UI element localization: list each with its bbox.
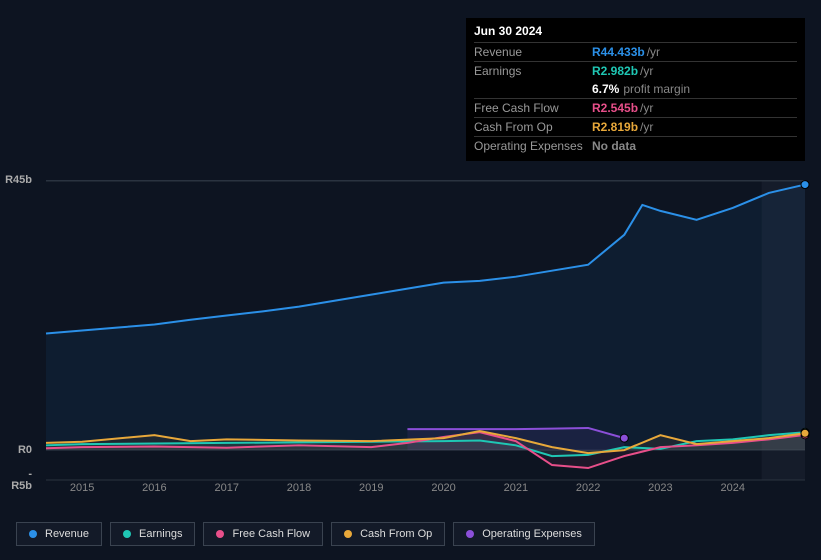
x-axis-tick: 2024 (720, 482, 744, 494)
tooltip-row-label: Free Cash Flow (474, 101, 592, 115)
legend-item[interactable]: Revenue (16, 522, 102, 546)
x-axis-tick: 2016 (142, 482, 166, 494)
x-axis-tick: 2022 (576, 482, 600, 494)
x-axis-tick: 2018 (287, 482, 311, 494)
legend-dot-icon (123, 530, 131, 538)
legend-dot-icon (216, 530, 224, 538)
financials-chart: R45bR0-R5b 20152016201720182019202020212… (16, 150, 805, 500)
legend-label: Free Cash Flow (232, 528, 310, 540)
tooltip-row: Cash From OpR2.819b/yr (474, 117, 797, 136)
tooltip-row: EarningsR2.982b/yr (474, 61, 797, 80)
y-axis-tick: -R5b (11, 468, 32, 492)
x-axis-tick: 2017 (214, 482, 238, 494)
tooltip-row-value: R44.433b (592, 45, 645, 59)
chart-legend: Revenue Earnings Free Cash Flow Cash From O… (16, 522, 595, 546)
legend-label: Revenue (45, 528, 89, 540)
legend-item[interactable]: Free Cash Flow (203, 522, 323, 546)
x-axis-tick: 2021 (504, 482, 528, 494)
tooltip-row: RevenueR44.433b/yr (474, 42, 797, 61)
legend-dot-icon (466, 530, 474, 538)
legend-item[interactable]: Earnings (110, 522, 195, 546)
legend-label: Earnings (139, 528, 182, 540)
tooltip-row-unit: /yr (640, 101, 653, 115)
tooltip-row: Free Cash FlowR2.545b/yr (474, 98, 797, 117)
tooltip-row-value: R2.982b (592, 64, 638, 78)
legend-dot-icon (29, 530, 37, 538)
tooltip-row-unit: /yr (640, 120, 653, 134)
tooltip-subrow: 6.7%profit margin (474, 80, 797, 98)
y-axis-tick: R0 (18, 444, 32, 456)
tooltip-row-label: Cash From Op (474, 120, 592, 134)
chart-plot[interactable] (46, 180, 805, 480)
tooltip-date: Jun 30 2024 (474, 24, 797, 42)
x-axis-tick: 2023 (648, 482, 672, 494)
legend-dot-icon (344, 530, 352, 538)
tooltip-row-unit: /yr (640, 64, 653, 78)
tooltip-row-unit: /yr (647, 45, 660, 59)
legend-item[interactable]: Cash From Op (331, 522, 445, 546)
y-axis-tick: R45b (5, 174, 32, 186)
tooltip-rows: RevenueR44.433b/yrEarningsR2.982b/yr6.7%… (474, 42, 797, 155)
tooltip-row-value: R2.819b (592, 120, 638, 134)
tooltip-row-value: R2.545b (592, 101, 638, 115)
x-axis-tick: 2015 (70, 482, 94, 494)
tooltip-row-label: Revenue (474, 45, 592, 59)
legend-label: Cash From Op (360, 528, 432, 540)
legend-label: Operating Expenses (482, 528, 582, 540)
chart-tooltip: Jun 30 2024 RevenueR44.433b/yrEarningsR2… (466, 18, 805, 161)
legend-item[interactable]: Operating Expenses (453, 522, 595, 546)
tooltip-row-label: Earnings (474, 64, 592, 78)
x-axis-tick: 2020 (431, 482, 455, 494)
x-axis-tick: 2019 (359, 482, 383, 494)
